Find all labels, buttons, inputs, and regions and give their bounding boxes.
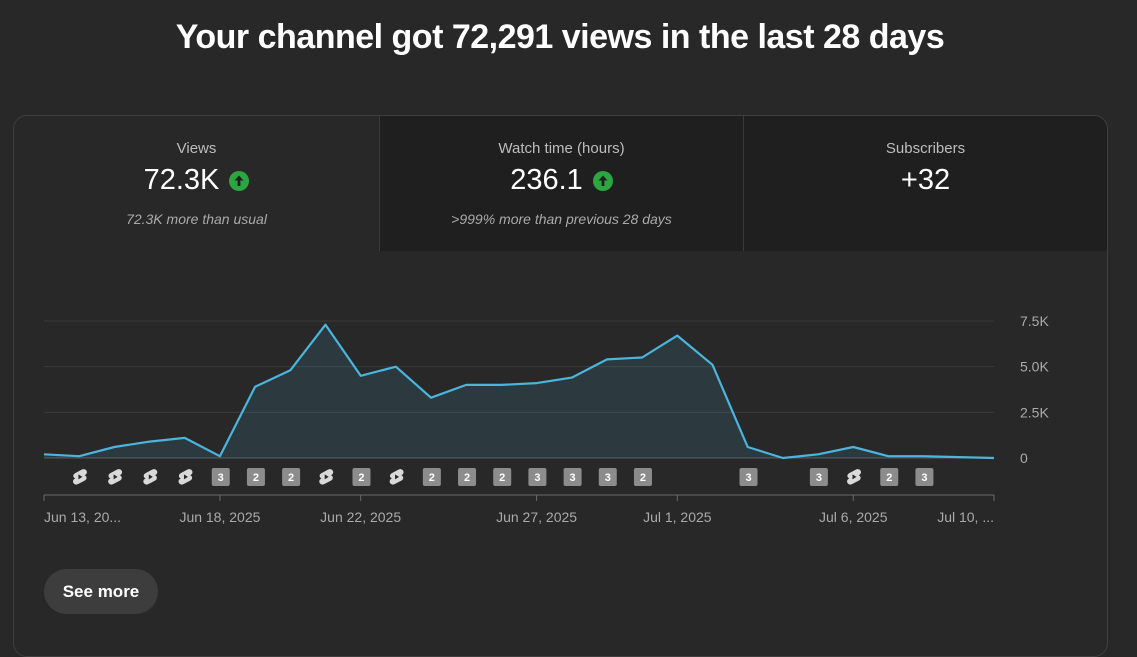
y-tick-label: 5.0K [1020,359,1049,375]
upload-count-label: 2 [499,472,505,484]
tab-watch-time[interactable]: Watch time (hours) 236.1 >999% more than… [379,116,743,251]
upload-count-badge [422,468,441,486]
tab-value: +32 [900,164,951,196]
x-tick-label: Jun 22, 2025 [320,509,401,525]
y-tick-label: 7.5K [1020,313,1049,329]
x-tick-label: Jun 13, 20... [44,509,121,525]
y-tick-label: 0 [1020,450,1028,466]
x-tick-label: Jun 18, 2025 [179,509,260,525]
page-headline: Your channel got 72,291 views in the las… [175,18,945,56]
shorts-icon [178,469,193,485]
tab-subtitle: >999% more than previous 28 days [451,211,672,227]
tab-value: 236.1 [510,164,583,196]
upload-count-badge [739,468,758,486]
upload-count-label: 3 [745,472,751,484]
analytics-card: Views 72.3K 72.3K more than usual Watch … [13,115,1108,657]
upload-count-label: 3 [921,472,927,484]
upload-count-badge [211,468,230,486]
tab-value: 72.3K [143,164,220,196]
tab-views[interactable]: Views 72.3K 72.3K more than usual [14,116,379,251]
upload-count-badge [598,468,617,486]
upload-count-label: 2 [253,472,259,484]
shorts-icon [108,469,123,485]
upload-count-badge [246,468,265,486]
upload-count-label: 2 [886,472,892,484]
see-more-button[interactable]: See more [44,569,158,614]
upload-count-badge [880,468,899,486]
x-tick-label: Jul 10, ... [937,509,994,525]
views-chart: 7.5K 5.0K 2.5K 0 3 2 2 2 2 2 2 3 3 3 2 3 3 2 3 Jun 13, 20..… [43,313,1049,525]
upload-count-badge [633,468,652,486]
x-tick-label: Jun 27, 2025 [496,509,577,525]
upload-count-label: 3 [218,472,224,484]
upload-count-label: 2 [288,472,294,484]
upload-count-label: 3 [534,472,540,484]
shorts-icon [389,469,404,485]
x-tick-label: Jul 1, 2025 [643,509,712,525]
x-tick-label: Jul 6, 2025 [819,509,888,525]
upload-count-badge [352,468,371,486]
upload-count-badge [282,468,301,486]
shorts-icon [319,469,334,485]
upload-count-badge [809,468,828,486]
shorts-icon [72,469,87,485]
upload-count-label: 3 [605,472,611,484]
shorts-icon [847,469,861,485]
tab-subtitle: 72.3K more than usual [126,211,267,227]
upload-count-label: 2 [640,472,646,484]
upload-count-badge [493,468,512,486]
tab-subscribers[interactable]: Subscribers +32 [743,116,1107,251]
upload-count-label: 2 [429,472,435,484]
upload-count-label: 2 [464,472,470,484]
views-area [44,324,994,458]
upload-count-label: 3 [570,472,576,484]
views-line [43,323,995,460]
arrow-up-circle-icon [229,170,250,191]
upload-count-badge [528,468,547,486]
arrow-up-circle-icon [592,170,613,191]
upload-count-badge [915,468,934,486]
y-tick-label: 2.5K [1020,404,1049,420]
upload-count-label: 2 [358,472,364,484]
tab-title: Watch time (hours) [498,140,625,157]
upload-count-badge [563,468,582,486]
upload-count-badge [458,468,477,486]
tab-title: Views [176,140,217,157]
metric-tabs: Views 72.3K 72.3K more than usual Watch … [14,116,1107,251]
shorts-icon [143,469,158,485]
tab-title: Subscribers [885,140,966,157]
upload-count-label: 3 [816,472,822,484]
